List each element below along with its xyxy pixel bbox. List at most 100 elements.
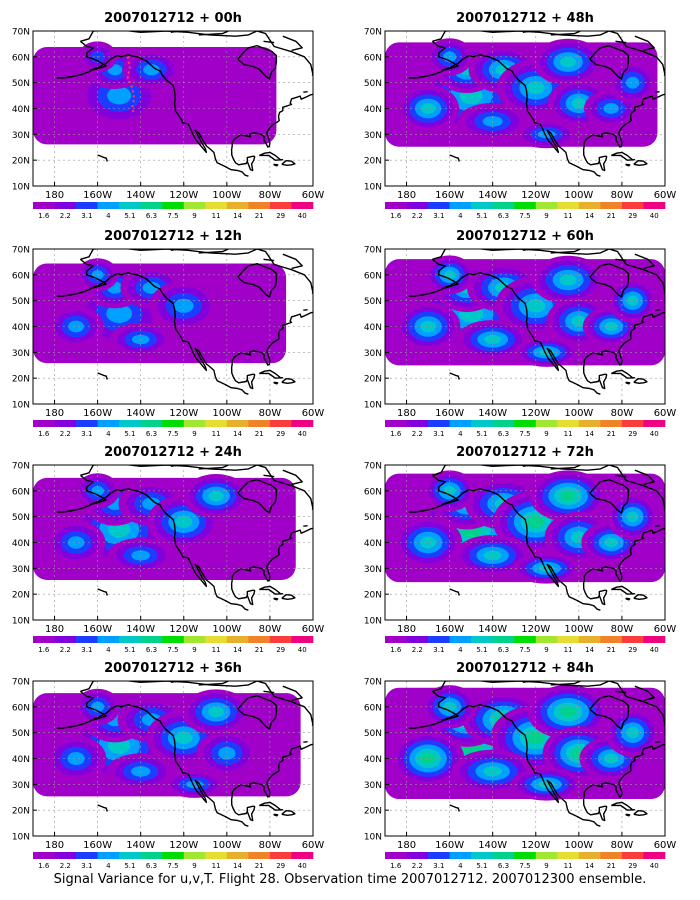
- variance-field: [33, 473, 296, 580]
- lon-tick-label: 120W: [521, 190, 550, 201]
- colorbar-swatch: [621, 202, 644, 209]
- coastline: [311, 508, 313, 510]
- lat-tick-label: 30N: [364, 349, 382, 359]
- colorbar-label: 14: [233, 212, 242, 220]
- coastline: [633, 378, 648, 384]
- colorbar-swatch: [291, 202, 314, 209]
- colorbar-label: 9: [192, 646, 196, 654]
- colorbar-swatch: [600, 202, 623, 209]
- colorbar-label: 2.2: [412, 862, 423, 870]
- variance-contour: [560, 491, 576, 501]
- coastline: [273, 597, 279, 601]
- colorbar-swatch: [183, 852, 206, 859]
- colorbar-label: 5.1: [124, 646, 135, 654]
- coastline: [56, 70, 92, 79]
- coastline: [79, 474, 249, 611]
- panel-title: 2007012712 + 84h: [456, 661, 594, 676]
- colorbar-label: 40: [298, 646, 307, 654]
- coastline: [449, 804, 460, 812]
- colorbar-swatch: [406, 852, 429, 859]
- colorbar-label: 29: [276, 862, 285, 870]
- lat-tick-label: 10N: [364, 401, 382, 411]
- lon-tick-label: 80W: [611, 840, 634, 851]
- colorbar-label: 40: [650, 862, 659, 870]
- colorbar-swatch: [492, 202, 515, 209]
- coastline: [615, 690, 627, 694]
- coastline: [237, 263, 278, 298]
- coastline: [610, 585, 636, 595]
- colorbar-swatch: [643, 202, 666, 209]
- variance-contour: [560, 706, 576, 718]
- colorbar-swatch: [183, 202, 206, 209]
- coastline: [663, 292, 665, 294]
- colorbar-label: 40: [650, 646, 659, 654]
- coastline: [79, 40, 249, 177]
- colorbar-label: 4: [106, 862, 111, 870]
- colorbar-label: 7.5: [519, 212, 530, 220]
- coastline: [625, 597, 631, 601]
- colorbar-label: 29: [628, 862, 637, 870]
- colorbar-label: 1.6: [390, 646, 402, 654]
- coastline: [282, 253, 303, 270]
- lat-tick-label: 30N: [364, 131, 382, 141]
- colorbar-swatch: [643, 636, 666, 643]
- coastline: [610, 801, 636, 811]
- colorbar-swatch: [449, 202, 472, 209]
- coastline: [258, 585, 284, 595]
- colorbar-swatch: [291, 852, 314, 859]
- panel-title: 2007012712 + 48h: [456, 11, 594, 26]
- coastline: [634, 35, 655, 52]
- lat-tick-label: 30N: [12, 565, 30, 575]
- colorbar-swatch: [248, 636, 271, 643]
- coastline: [289, 249, 292, 250]
- colorbar-swatch: [269, 636, 292, 643]
- colorbar-label: 29: [628, 212, 637, 220]
- variance-contour: [627, 295, 639, 306]
- coastline: [97, 372, 108, 380]
- colorbar: 1.6 2.2 3.1 4 5.1 6.3 7.5 9 11 14 21 29 40: [385, 636, 666, 654]
- colorbar-label: 7.5: [519, 646, 530, 654]
- coastline: [198, 681, 231, 686]
- colorbar-label: 11: [564, 212, 573, 220]
- colorbar-swatch: [621, 852, 644, 859]
- variance-contour: [68, 320, 84, 333]
- coastline: [582, 93, 665, 166]
- lat-tick-label: 20N: [12, 807, 30, 817]
- colorbar-swatch: [449, 636, 472, 643]
- colorbar-swatch: [76, 636, 98, 643]
- coastline: [311, 74, 313, 76]
- coastline: [589, 695, 630, 730]
- coastline: [655, 525, 660, 527]
- coastline: [582, 743, 665, 816]
- coastline: [634, 253, 655, 270]
- lon-tick-label: 80W: [611, 190, 634, 201]
- lat-tick-label: 40N: [12, 105, 30, 115]
- variance-field: [33, 258, 287, 364]
- colorbar: 1.6 2.2 3.1 4 5.1 6.3 7.5 9 11 14 21 29 40: [33, 636, 314, 654]
- lon-tick-label: 140W: [478, 190, 507, 201]
- lon-tick-label: 60W: [302, 624, 325, 635]
- coastline: [198, 31, 231, 36]
- lon-tick-label: 60W: [654, 190, 677, 201]
- colorbar-swatch: [471, 202, 493, 209]
- colorbar-label: 6.3: [498, 646, 509, 654]
- coastline: [598, 805, 608, 822]
- colorbar-label: 3.1: [81, 430, 92, 438]
- colorbar-swatch: [183, 636, 206, 643]
- colorbar-label: 11: [212, 212, 221, 220]
- variance-field: [33, 688, 301, 798]
- colorbar-swatch: [600, 852, 623, 859]
- lat-tick-label: 10N: [12, 833, 30, 843]
- colorbar-label: 5.1: [124, 212, 135, 220]
- map-panel: 2007012712 + 72h 10N 20N 30N 40N 50N 60N 70N 180…: [364, 445, 677, 654]
- colorbar-label: 6.3: [146, 862, 157, 870]
- colorbar-label: 6.3: [146, 430, 157, 438]
- colorbar-label: 7.5: [167, 212, 178, 220]
- coastline: [97, 154, 108, 162]
- coastline: [311, 292, 313, 294]
- lat-tick-label: 60N: [364, 487, 382, 497]
- coastline: [550, 31, 583, 36]
- lat-tick-label: 40N: [12, 755, 30, 765]
- coastline: [449, 154, 460, 162]
- colorbar-swatch: [291, 420, 314, 427]
